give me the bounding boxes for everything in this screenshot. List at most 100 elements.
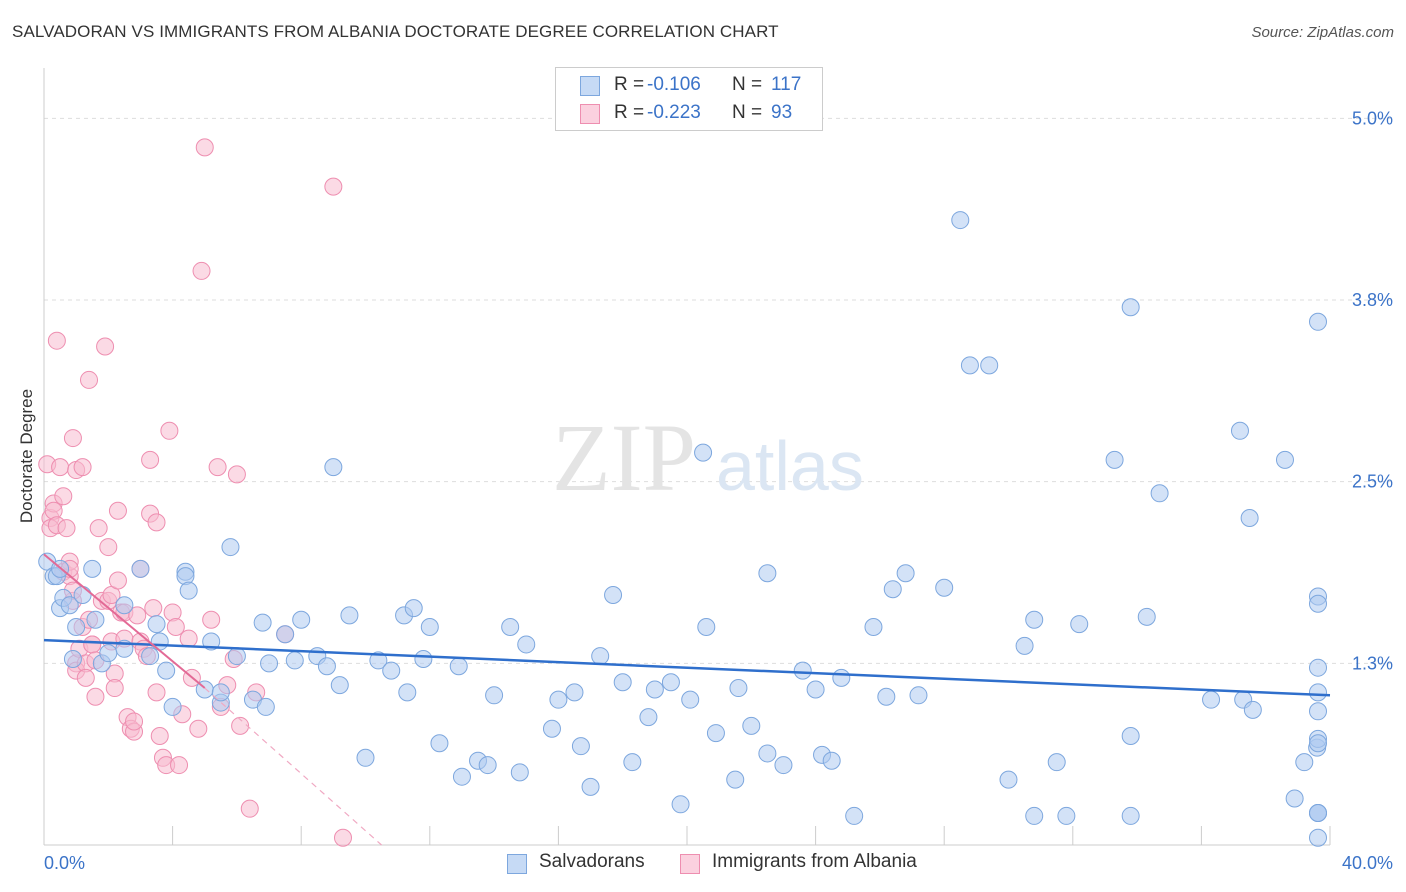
albania-point (99, 538, 118, 557)
y-tick-label: 5.0% (1352, 108, 1393, 128)
salvadoran-point (276, 625, 295, 644)
salvadoran-point (452, 767, 471, 786)
salvadoran-point (430, 734, 449, 753)
salvadoran-point (706, 724, 725, 743)
salvadoran-point (60, 596, 79, 615)
salvadoran-point (141, 647, 160, 666)
albania-point (189, 719, 208, 738)
salvadoran-point (623, 753, 642, 772)
salvadoran-point (1047, 753, 1066, 772)
salvadoran-point (980, 356, 999, 375)
x-tick-label: 0.0% (44, 853, 85, 873)
albania-point (54, 487, 73, 506)
salvadoran-point (517, 635, 536, 654)
albania-point (83, 635, 102, 654)
salvadoran-point (398, 683, 417, 702)
watermark-atlas: atlas (716, 427, 864, 505)
albania-point (63, 429, 82, 448)
albania-point (324, 177, 343, 196)
salvadoran-point (420, 618, 439, 636)
salvadoran-point (179, 581, 198, 600)
salvadoran-point (340, 606, 359, 625)
albania-point (44, 501, 63, 520)
albania-point (96, 337, 115, 356)
salvadoran-point (1309, 804, 1327, 823)
salvadoran-point (960, 356, 979, 375)
salvadoran-point (324, 458, 343, 477)
salvadoran-point (256, 697, 275, 716)
salvadoran-point (478, 756, 497, 775)
salvadoran-point (147, 615, 166, 634)
albania-point (231, 716, 250, 735)
y-tick-label: 2.5% (1352, 472, 1393, 492)
salvadoran-point (211, 683, 230, 702)
albania-point (147, 513, 166, 532)
bottom-swatch-pink (680, 854, 700, 874)
salvadoran-point (1025, 610, 1044, 629)
legend-swatch-blue (580, 76, 600, 96)
salvadoran-point (864, 618, 883, 636)
salvadoran-point (1121, 806, 1140, 825)
legend-r-value: -0.223 (647, 102, 701, 123)
legend-n-value: 117 (771, 74, 802, 95)
salvadoran-point (1309, 702, 1327, 721)
salvadoran-point (896, 564, 915, 583)
albania-point (160, 421, 179, 440)
albania-point (108, 571, 127, 590)
albania-point (208, 458, 227, 477)
salvadoran-point (1309, 734, 1327, 753)
salvadoran-point (581, 777, 600, 796)
salvadoran-point (356, 748, 375, 767)
albania-point (76, 668, 95, 687)
salvadoran-point (404, 599, 423, 618)
salvadoran-point (1105, 450, 1124, 469)
salvadoran-point (877, 687, 896, 706)
legend-swatch-pink (580, 104, 600, 124)
salvadoran-point (131, 559, 150, 578)
albania-point (195, 138, 214, 157)
salvadoran-point (292, 610, 311, 629)
salvadoran-point (202, 632, 221, 651)
salvadoran-point (285, 651, 304, 670)
salvadoran-point (613, 673, 632, 692)
legend-n-value: 93 (771, 102, 793, 123)
salvadoran-point (726, 770, 745, 789)
legend-n-label: N = (732, 74, 763, 95)
albania-point (150, 727, 169, 745)
albania-point (73, 458, 92, 477)
salvadoran-point (1240, 509, 1259, 527)
salvadoran-point (150, 632, 169, 651)
salvadoran-point (1309, 683, 1327, 702)
albania-point (47, 331, 66, 350)
salvadoran-point (449, 657, 468, 676)
salvadoran-point (1309, 658, 1327, 677)
salvadoran-point (382, 661, 401, 680)
salvadoran-point (83, 559, 102, 578)
salvadoran-points (38, 211, 1327, 847)
albania-point (128, 606, 147, 625)
salvadoran-point (99, 644, 118, 663)
salvadoran-point (1121, 298, 1140, 317)
salvadoran-point (832, 668, 851, 687)
albania-point (163, 603, 182, 622)
salvadoran-trend-line (43, 638, 1331, 697)
salvadoran-point (260, 654, 279, 673)
albania-point (179, 629, 198, 648)
watermark-zip: ZIP (552, 404, 696, 511)
legend-r-value: -0.106 (647, 74, 701, 95)
albania-point (125, 712, 144, 731)
salvadoran-point (774, 756, 793, 775)
salvadoran-point (1243, 700, 1262, 719)
salvadoran-point (227, 647, 246, 666)
albania-point (57, 519, 76, 538)
albania-point (147, 683, 166, 702)
salvadoran-point (758, 744, 777, 763)
tick-labels: 1.3% 2.5% 3.8% 5.0% 0.0% 40.0% (44, 108, 1393, 873)
bottom-legend-label: Immigrants from Albania (712, 851, 917, 872)
salvadoran-point (73, 586, 92, 605)
salvadoran-point (115, 596, 134, 615)
salvadoran-point (1275, 450, 1294, 469)
albania-point (141, 450, 160, 469)
albania-trend-extension (204, 687, 382, 846)
trend-lines (43, 553, 1331, 846)
